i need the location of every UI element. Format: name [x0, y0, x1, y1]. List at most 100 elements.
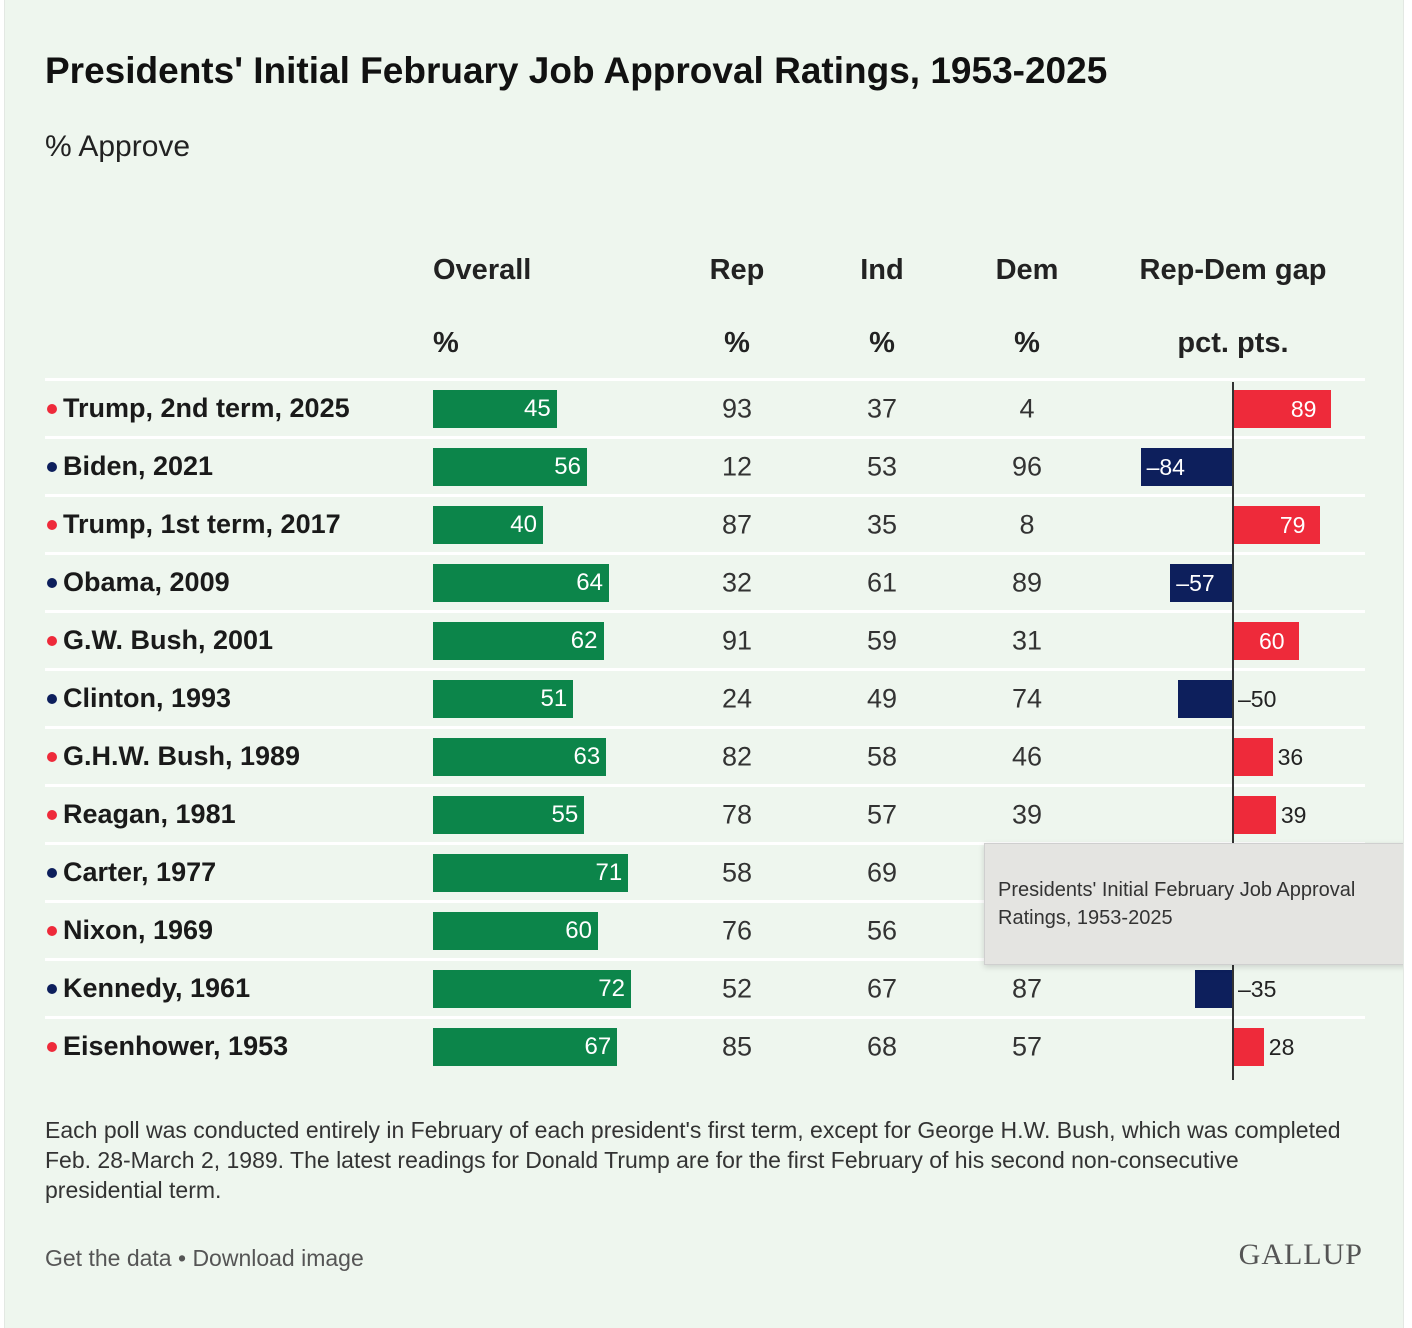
dem-value: 39 [1011, 799, 1043, 830]
ind-value: 57 [866, 799, 898, 830]
rep-value: 78 [721, 799, 753, 830]
column-header-gap: Rep-Dem gap [1139, 254, 1327, 286]
president-name: Nixon, 1969 [63, 915, 214, 945]
overall-bar: 60 [433, 912, 598, 950]
gap-bar [1233, 1028, 1264, 1066]
overall-bar: 67 [433, 1028, 618, 1066]
democrat-dot-icon [47, 461, 57, 472]
overall-value-label: 62 [570, 627, 598, 654]
gap-value-label: 36 [1277, 744, 1304, 770]
row-divider [45, 436, 1365, 439]
president-name: Trump, 2nd term, 2025 [63, 393, 350, 423]
rep-value: 58 [721, 857, 753, 888]
chart-subtitle: % Approve [45, 130, 191, 163]
row-divider [45, 958, 1365, 961]
dem-value: 87 [1011, 973, 1043, 1004]
gap-bar [1233, 622, 1299, 660]
president-name: Clinton, 1993 [63, 683, 232, 713]
president-name: Kennedy, 1961 [63, 973, 251, 1003]
column-header-rep: Rep [709, 254, 765, 286]
president-name: G.W. Bush, 2001 [63, 625, 274, 655]
democrat-dot-icon [47, 693, 57, 704]
republican-dot-icon [47, 1041, 57, 1052]
chart-title: Presidents' Initial February Job Approva… [45, 50, 1108, 91]
column-unit-gap: pct. pts. [1177, 327, 1289, 359]
ind-value: 53 [866, 451, 898, 482]
download-image-link[interactable]: Download image [192, 1245, 364, 1271]
republican-dot-icon [47, 403, 57, 414]
gallup-logo: GALLUP [1238, 1238, 1363, 1271]
gap-value-label: 60 [1259, 628, 1285, 654]
president-label: Clinton, 1993 [45, 683, 231, 714]
overall-value-label: 60 [565, 917, 592, 944]
president-label: Carter, 1977 [45, 857, 216, 888]
rep-value: 82 [721, 741, 753, 772]
republican-dot-icon [47, 751, 57, 762]
rep-value: 52 [721, 973, 753, 1004]
president-label: Kennedy, 1961 [45, 973, 250, 1004]
president-label: Trump, 1st term, 2017 [45, 509, 341, 540]
president-label: Trump, 2nd term, 2025 [45, 393, 350, 424]
gap-bar [1194, 970, 1233, 1008]
overall-bar: 63 [433, 738, 607, 776]
tooltip: Presidents' Initial February Job Approva… [984, 843, 1403, 965]
democrat-dot-icon [47, 577, 57, 588]
chart-card: Presidents' Initial February Job Approva… [4, 0, 1404, 1328]
dem-value: 96 [1011, 451, 1043, 482]
republican-dot-icon [47, 925, 57, 936]
gap-value-label: –84 [1146, 454, 1185, 480]
ind-value: 35 [866, 509, 898, 540]
republican-dot-icon [47, 635, 57, 646]
ind-value: 58 [866, 741, 898, 772]
dem-value: 57 [1011, 1031, 1043, 1062]
column-unit-dem: % [1014, 327, 1040, 359]
row-divider [45, 494, 1365, 497]
rep-value: 76 [721, 915, 753, 946]
president-label: Nixon, 1969 [45, 915, 213, 946]
gap-bar [1140, 448, 1233, 486]
gap-value-label: –57 [1176, 570, 1215, 596]
dem-value: 31 [1011, 625, 1043, 656]
rep-value: 32 [721, 567, 753, 598]
gap-value-label: –35 [1238, 976, 1277, 1002]
president-name: Biden, 2021 [63, 451, 214, 481]
ind-value: 68 [866, 1031, 898, 1062]
row-divider [45, 784, 1365, 787]
row-divider [45, 378, 1365, 381]
republican-dot-icon [47, 809, 57, 820]
link-separator: • [177, 1245, 187, 1271]
president-label: G.H.W. Bush, 1989 [45, 741, 300, 772]
overall-bar: 51 [433, 680, 574, 718]
ind-value: 56 [866, 915, 898, 946]
gap-bar [1233, 738, 1273, 776]
democrat-dot-icon [47, 983, 57, 994]
overall-value-label: 64 [576, 569, 603, 596]
gap-bar [1233, 796, 1276, 834]
rep-value: 87 [721, 509, 753, 540]
ind-value: 49 [866, 683, 898, 714]
get-data-link[interactable]: Get the data [45, 1245, 172, 1271]
president-name: Reagan, 1981 [63, 799, 236, 829]
gap-value-label: 28 [1268, 1034, 1295, 1060]
overall-bar: 55 [433, 796, 585, 834]
overall-value-label: 67 [584, 1033, 612, 1060]
overall-bar: 45 [433, 390, 557, 428]
row-divider [45, 552, 1365, 555]
row-divider [45, 610, 1365, 613]
ind-value: 69 [866, 857, 898, 888]
dem-value: 8 [1019, 509, 1035, 540]
overall-value-label: 45 [524, 395, 551, 422]
rep-value: 12 [721, 451, 753, 482]
president-name: G.H.W. Bush, 1989 [63, 741, 301, 771]
president-label: Eisenhower, 1953 [45, 1031, 288, 1062]
column-header-dem: Dem [995, 254, 1059, 286]
row-divider [45, 842, 1365, 845]
column-unit-overall: % [433, 327, 459, 359]
gap-bar [1178, 680, 1233, 718]
overall-bar: 62 [433, 622, 604, 660]
row-divider [45, 1016, 1365, 1019]
gap-value-label: 79 [1279, 512, 1306, 538]
ind-value: 67 [866, 973, 898, 1004]
overall-bar: 64 [433, 564, 609, 602]
overall-value-label: 56 [554, 453, 581, 480]
